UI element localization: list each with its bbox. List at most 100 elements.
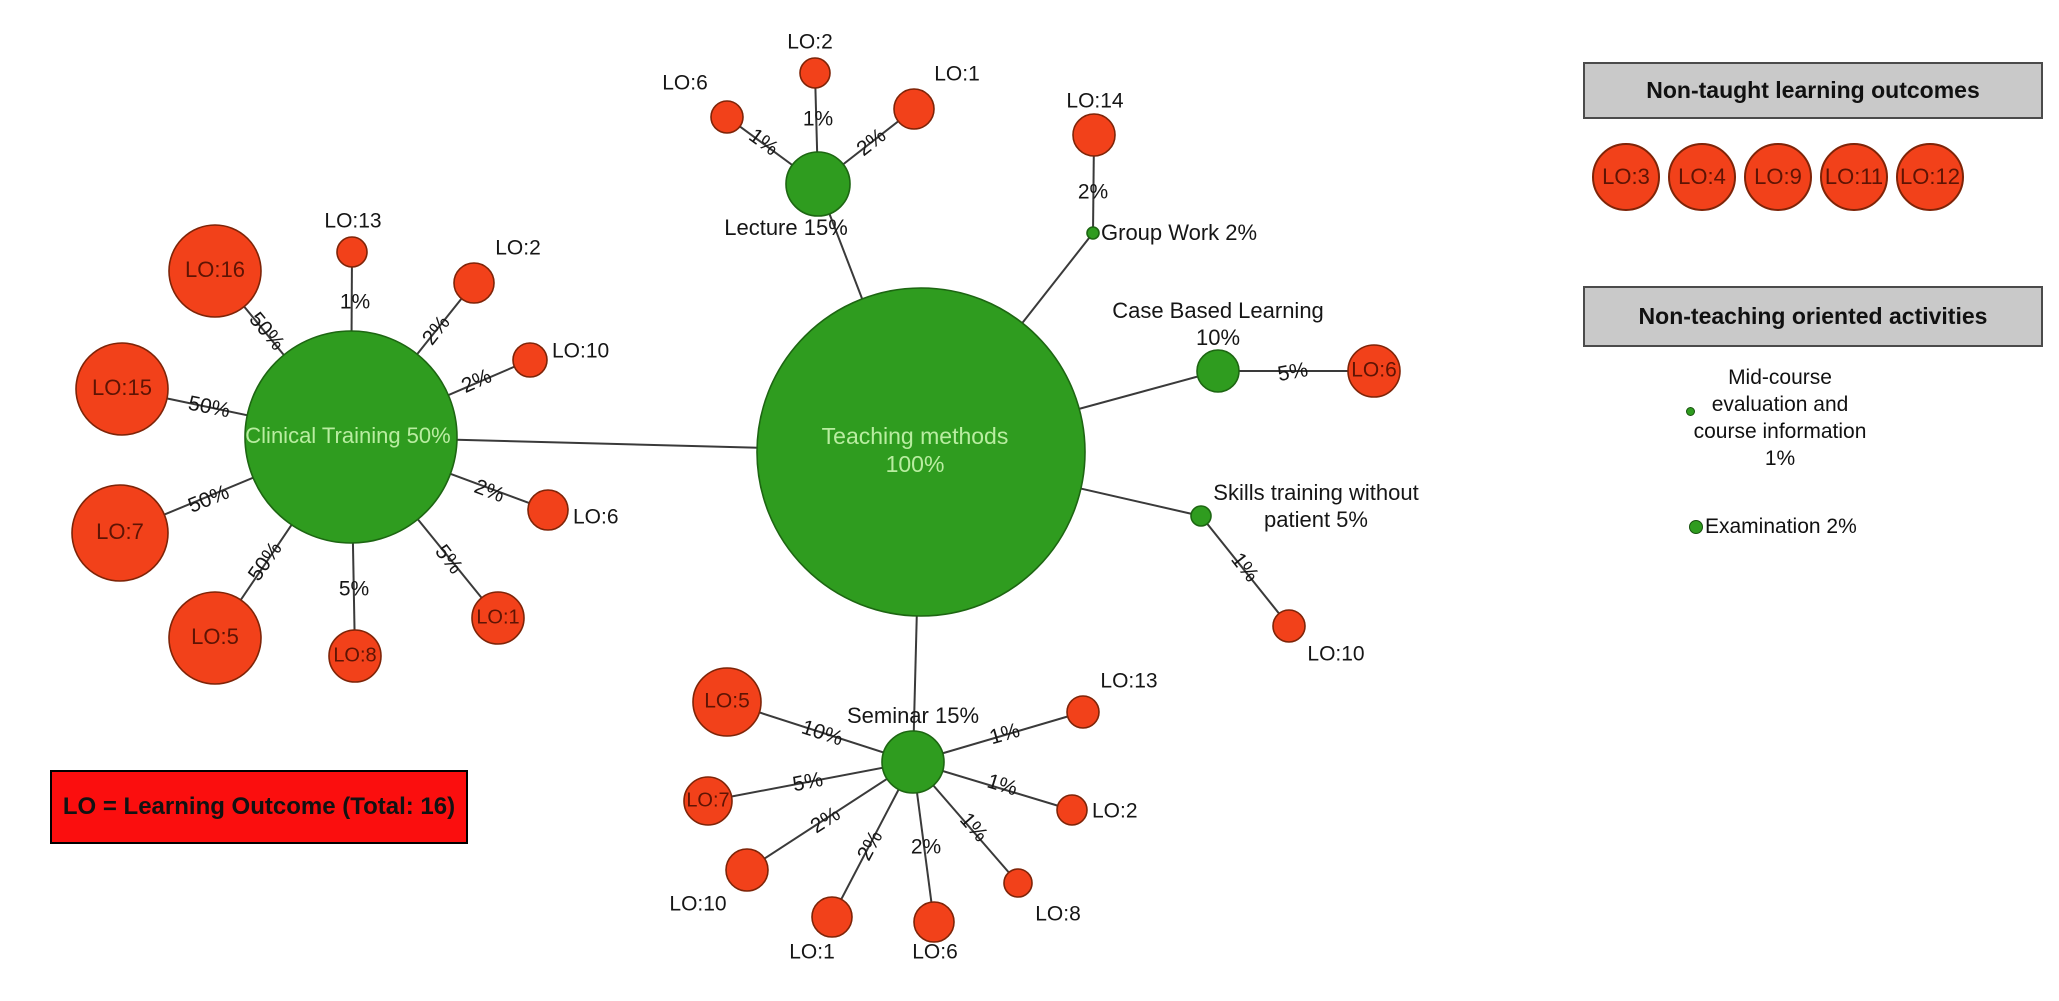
- node-s5: [692, 667, 762, 737]
- edge-label-clinical-c2: 2%: [418, 311, 455, 349]
- node-cb6: [1347, 344, 1401, 398]
- node-s2: [1056, 794, 1088, 826]
- node-label-s2: LO:2: [1092, 800, 1138, 823]
- node-label-casebased: 10%: [1196, 325, 1240, 350]
- edge-label-seminar-s5: 10%: [799, 716, 846, 751]
- node-groupwork: [1086, 226, 1100, 240]
- node-label-c1: LO:1: [476, 606, 519, 628]
- node-g14: [1072, 113, 1116, 157]
- node-clinical: [244, 330, 458, 544]
- edge-label-seminar-s2: 1%: [984, 770, 1020, 801]
- node-s7: [683, 776, 733, 826]
- midcourse-line: 1%: [1764, 447, 1796, 470]
- edge-label-seminar-s8: 1%: [955, 808, 992, 846]
- node-label-c2: LO:2: [495, 237, 541, 260]
- node-label-skills: patient 5%: [1264, 507, 1368, 532]
- green-dot-icon: [1689, 520, 1703, 534]
- node-label-c5: LO:5: [191, 624, 239, 649]
- edge-label-seminar-s1: 2%: [853, 827, 888, 865]
- edge-label-casebased-cb6: 5%: [1276, 358, 1310, 386]
- examination-label: Examination 2%: [1705, 515, 1857, 538]
- node-c2: [453, 262, 495, 304]
- midcourse-line: course information: [1693, 420, 1867, 443]
- node-label-s1: LO:1: [789, 941, 835, 964]
- edge-label-clinical-c5: 50%: [244, 538, 287, 586]
- edge-label-clinical-c15: 50%: [186, 392, 232, 423]
- node-label-s6: LO:6: [912, 941, 958, 964]
- node-c8: [328, 629, 382, 683]
- node-label-c16: LO:16: [185, 257, 245, 282]
- node-s8: [1003, 868, 1033, 898]
- midcourse-line: evaluation and: [1711, 393, 1849, 416]
- node-label-clinical: Clinical Training 50%: [245, 423, 450, 448]
- node-s6: [913, 901, 955, 943]
- edge-label-seminar-s7: 5%: [791, 768, 825, 796]
- node-label-s5: LO:5: [704, 690, 750, 713]
- midcourse-evaluation-label: Mid-course evaluation and course informa…: [1655, 364, 1905, 472]
- node-c5: [168, 591, 262, 685]
- edge-label-seminar-s13: 1%: [987, 719, 1023, 749]
- legend-outcome-lo4: LO:4: [1668, 143, 1736, 211]
- midcourse-line: Mid-course: [1728, 366, 1832, 389]
- node-label-le1: LO:1: [934, 63, 980, 86]
- node-label-le2: LO:2: [787, 31, 833, 54]
- edge-label-lecture-le2: 1%: [803, 108, 833, 131]
- node-label-lecture: Lecture 15%: [724, 215, 848, 240]
- edge-label-clinical-c10: 2%: [458, 364, 495, 397]
- node-skills: [1190, 505, 1212, 527]
- edge-label-groupwork-g14: 2%: [1078, 181, 1108, 204]
- edge-seminar-s7: [707, 761, 914, 802]
- node-label-cb6: LO:6: [1351, 359, 1397, 382]
- node-teaching: [756, 287, 1086, 617]
- node-seminar: [881, 730, 945, 794]
- legend-outcome-lo12: LO:12: [1896, 143, 1964, 211]
- node-c6: [527, 489, 569, 531]
- node-le1: [893, 88, 935, 130]
- legend-outcome-lo9: LO:9: [1744, 143, 1812, 211]
- node-c1: [471, 591, 525, 645]
- legend-outcome-lo11: LO:11: [1820, 143, 1888, 211]
- node-label-s8: LO:8: [1035, 903, 1081, 926]
- edge-label-seminar-s6: 2%: [911, 836, 941, 859]
- node-label-c8: LO:8: [333, 644, 376, 666]
- green-dot-icon: [1686, 407, 1695, 416]
- node-label-c15: LO:15: [92, 375, 152, 400]
- node-label-s13: LO:13: [1100, 670, 1157, 693]
- node-s1: [811, 896, 853, 938]
- node-label-casebased: Case Based Learning: [1112, 298, 1324, 323]
- edge-skills-sk10: [1200, 515, 1290, 627]
- node-label-s7: LO:7: [686, 789, 729, 811]
- edge-label-clinical-c13: 1%: [340, 291, 370, 314]
- node-label-c6: LO:6: [573, 506, 619, 529]
- non-taught-outcomes-row: LO:3 LO:4 LO:9 LO:11 LO:12: [1592, 143, 1964, 211]
- node-casebased: [1196, 349, 1240, 393]
- edge-label-clinical-c7: 50%: [185, 481, 233, 518]
- node-c15: [75, 342, 169, 436]
- edge-label-seminar-s10: 2%: [806, 802, 844, 838]
- legend-outcome-lo3: LO:3: [1592, 143, 1660, 211]
- note-box: LO = Learning Outcome (Total: 16): [50, 770, 468, 844]
- edge-label-lecture-le6: 1%: [745, 124, 783, 160]
- node-label-le6: LO:6: [662, 72, 708, 95]
- edge-seminar-s10: [746, 761, 914, 871]
- edge-label-lecture-le1: 2%: [852, 124, 890, 161]
- node-label-skills: Skills training without: [1213, 480, 1418, 505]
- node-le2: [799, 57, 831, 89]
- node-label-c7: LO:7: [96, 519, 144, 544]
- node-label-groupwork: Group Work 2%: [1101, 220, 1257, 245]
- node-label-g14: LO:14: [1066, 90, 1124, 113]
- node-le6: [710, 100, 744, 134]
- node-label-seminar: Seminar 15%: [847, 703, 979, 728]
- node-label-teaching: Teaching methods: [822, 423, 1009, 449]
- node-c16: [168, 224, 262, 318]
- node-label-c13: LO:13: [324, 210, 381, 233]
- edge-label-clinical-c6: 2%: [471, 475, 508, 507]
- node-s13: [1066, 695, 1100, 729]
- node-c10: [512, 342, 548, 378]
- node-label-c10: LO:10: [552, 340, 609, 363]
- node-c7: [71, 484, 169, 582]
- node-label-sk10: LO:10: [1307, 643, 1364, 666]
- node-lecture: [785, 151, 851, 217]
